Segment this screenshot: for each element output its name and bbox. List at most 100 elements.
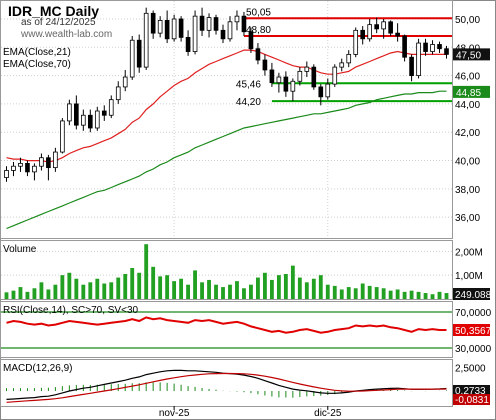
last-price-badge-bg	[453, 48, 490, 61]
candle-body	[199, 15, 205, 31]
volume-bar	[381, 288, 386, 299]
volume-title: Volume	[3, 244, 37, 255]
volume-bar	[402, 291, 407, 299]
rsi-last-bg	[453, 324, 490, 336]
candle-body	[262, 59, 268, 71]
candle-body	[115, 86, 121, 101]
volume-bar	[11, 290, 16, 299]
volume-bar	[409, 290, 414, 299]
candle-body	[150, 12, 156, 34]
candle-body	[80, 114, 86, 126]
candle-body	[241, 15, 247, 33]
candle-body	[11, 165, 16, 171]
candle-body	[430, 44, 435, 52]
price-emas	[6, 49, 447, 230]
price-tick-label: 50,00	[455, 15, 480, 26]
volume-bar	[18, 287, 23, 299]
chart-title: IDR_MC Daily	[8, 3, 99, 19]
candle-body	[87, 114, 93, 129]
candle-body	[94, 110, 100, 129]
candle-body	[136, 39, 142, 68]
last-price-badge: 47,50	[456, 50, 481, 61]
candle-body	[395, 32, 400, 37]
volume-bar	[74, 278, 79, 299]
candle-body	[248, 31, 254, 50]
volume-bar	[214, 284, 218, 299]
candle-body	[311, 66, 317, 88]
volume-bar	[228, 284, 232, 299]
candle-body	[276, 76, 282, 84]
price-tick-label: 44,00	[455, 100, 480, 111]
rsi-level-label: 70,0000	[455, 308, 492, 319]
candle-body	[290, 80, 296, 92]
macd-last-label-2: -0,0831	[455, 395, 489, 406]
volume-last-bg	[453, 288, 490, 300]
candle-body	[192, 15, 198, 52]
candle-body	[255, 48, 261, 61]
macd-plot-area	[0, 359, 453, 407]
ema70-line	[6, 90, 447, 230]
candle-body	[346, 53, 352, 64]
volume-bar	[39, 282, 44, 299]
candle-body	[332, 66, 338, 85]
legend-ema21: EMA(Close,21)	[3, 47, 71, 58]
rsi-last-label: 50,3567	[455, 326, 492, 337]
volume-bar	[235, 281, 239, 299]
resistance-label: 48,80	[246, 25, 271, 36]
macd-tick-label: 2,5000	[455, 364, 486, 375]
volume-bar	[25, 291, 30, 299]
macd-axis: 2,5000 0,2733-0,0831	[453, 364, 490, 406]
candle-body	[18, 162, 23, 167]
x-axis: nov-25 dic-25	[159, 406, 342, 419]
candle-body	[437, 44, 442, 50]
candle-body	[367, 24, 373, 40]
candle-body	[220, 29, 226, 40]
volume-bar	[388, 290, 393, 299]
price-panel: 36,0038,0040,0042,0044,0046,0048,0050,00…	[0, 0, 490, 239]
volume-bar	[444, 293, 449, 299]
volume-last-label: 249.088	[455, 290, 492, 301]
rsi-levels	[1, 311, 452, 349]
volume-bar	[304, 282, 309, 299]
candle-body	[67, 103, 72, 122]
volume-panel: 1,00M 2,00M 249.088 Volume	[0, 240, 492, 301]
candle-body	[318, 86, 324, 98]
candle-body	[353, 29, 359, 55]
volume-grid	[1, 250, 452, 276]
volume-bar	[311, 278, 316, 299]
rsi-axis: 70,0000 30,0000 50,3567	[453, 308, 492, 355]
volume-axis: 1,00M 2,00M 249.088	[453, 247, 492, 301]
candle-body	[234, 15, 240, 23]
legend-ema70: EMA(Close,70)	[3, 59, 71, 70]
x-tick-label: dic-25	[314, 408, 342, 419]
candle-body	[423, 42, 428, 52]
volume-tick-label: 2,00M	[455, 247, 483, 258]
candle-body	[227, 21, 233, 40]
macd-lines	[6, 369, 447, 403]
volume-bar	[95, 278, 100, 299]
candle-body	[129, 39, 135, 78]
candle-body	[32, 165, 37, 173]
volume-bar	[325, 284, 330, 299]
volume-bar	[172, 281, 177, 299]
price-candles	[4, 7, 449, 182]
rsi-series-line	[6, 316, 447, 334]
candle-body	[213, 17, 219, 31]
volume-bar	[193, 270, 197, 299]
volume-bars	[4, 244, 449, 299]
candle-body	[325, 83, 331, 98]
volume-bar	[165, 275, 170, 299]
volume-bar	[81, 284, 86, 299]
candle-body	[374, 24, 379, 30]
volume-bar	[353, 288, 358, 299]
macd-histogram	[5, 382, 448, 398]
rsi-line	[6, 316, 447, 334]
volume-bar	[179, 278, 184, 299]
candle-body	[206, 17, 212, 31]
volume-bar	[249, 284, 253, 299]
ema70-badge: 44,85	[456, 88, 481, 99]
volume-bar	[318, 275, 323, 299]
candle-body	[157, 20, 163, 34]
volume-bar	[102, 283, 107, 299]
